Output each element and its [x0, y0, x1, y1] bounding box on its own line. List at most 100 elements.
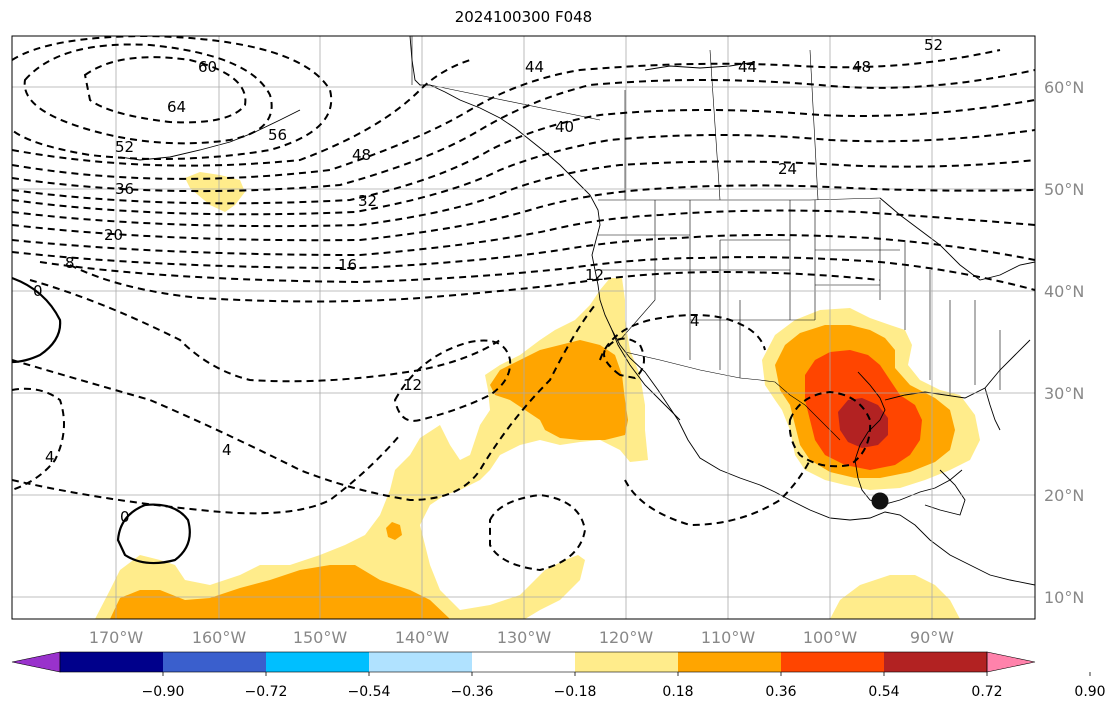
- state-lines-1: [619, 200, 816, 378]
- lon-labels: 170°W 160°W 150°W 140°W 130°W 120°W 110°…: [89, 628, 954, 647]
- colorbar-segment: [60, 652, 164, 672]
- shade-gulf-darkred: [838, 398, 888, 448]
- contour-label: 0: [120, 508, 130, 526]
- lon-label: 100°W: [803, 628, 858, 647]
- state-lines-3: [879, 200, 1001, 395]
- lat-label: 50°N: [1044, 180, 1084, 199]
- map-area: 60 64 56 52 48 44 40 52 48 44 36 32 24 2…: [12, 36, 1035, 619]
- contour-label: 4: [690, 312, 700, 330]
- contour-0-small: [116, 503, 191, 565]
- zero-contour-layer: [12, 276, 191, 565]
- lon-label: 110°W: [701, 628, 756, 647]
- colorbar-extend-low: [11, 651, 61, 673]
- contour-16: [39, 256, 1035, 291]
- baja-line: [611, 329, 681, 421]
- contour-0-upper: [12, 434, 401, 515]
- contour-44: [12, 69, 1035, 193]
- contour-8: [29, 279, 501, 383]
- shade-aleutian-yellow: [185, 172, 245, 212]
- lon-label: 150°W: [293, 628, 348, 647]
- contour-gulf: [624, 459, 811, 527]
- gulf-coast-line: [854, 371, 963, 506]
- lat-label: 30°N: [1044, 384, 1084, 403]
- canada-provinces: [429, 49, 819, 201]
- contour-20: [12, 234, 1035, 270]
- lat-labels: 60°N 50°N 40°N 30°N 20°N 10°N: [1044, 78, 1084, 607]
- contour-label: 56: [268, 126, 287, 144]
- alaska-line: [409, 36, 430, 86]
- contour-label: 20: [104, 226, 123, 244]
- contour-label: 52: [115, 138, 134, 156]
- lon-label: 120°W: [599, 628, 654, 647]
- colorbar-tick-label: 0.72: [971, 684, 1002, 700]
- florida-line: [984, 387, 1001, 431]
- contour-label: 0: [33, 282, 43, 300]
- colorbar-segment: [369, 652, 473, 672]
- contour-4: [12, 304, 596, 502]
- lat-label: 40°N: [1044, 282, 1084, 301]
- contour-28: [12, 184, 1035, 242]
- colorbar-segment: [884, 652, 988, 672]
- contour-low-pac: [489, 493, 587, 572]
- colorbar: −0.90 −0.72 −0.54 −0.36 −0.18 0.18 0.36 0.54 0.7…: [11, 651, 1105, 700]
- contour-label: 36: [115, 180, 134, 198]
- colorbar-tick-label: 0.90: [1074, 684, 1105, 700]
- state-lines-2: [598, 234, 900, 321]
- contour-label: 4: [45, 448, 55, 466]
- colorbar-tick-label: 0.36: [765, 684, 796, 700]
- shade-orange-blob: [386, 522, 402, 540]
- contour-label: 16: [338, 256, 357, 274]
- contour-label: 12: [403, 376, 422, 394]
- colorbar-outline: [59, 651, 988, 673]
- contour-label: 40: [555, 118, 574, 136]
- us-canada-border: [598, 197, 881, 201]
- colorbar-segment: [575, 652, 679, 672]
- contour-label: 48: [352, 146, 371, 164]
- colorbar-tick-label: −0.36: [451, 684, 494, 700]
- colorbar-segment: [472, 652, 576, 672]
- contour-label: 52: [924, 36, 943, 54]
- contour-12-mid: [393, 339, 512, 422]
- lon-label: 140°W: [395, 628, 450, 647]
- east-canada-line: [879, 197, 1035, 281]
- contour-label: 32: [358, 192, 377, 210]
- contour-label: 44: [738, 58, 757, 76]
- contour-60: [23, 43, 273, 145]
- contour-label: 12: [585, 266, 604, 284]
- contour-40: [12, 99, 1035, 205]
- contour-0-west: [12, 276, 62, 364]
- contour-32: [12, 159, 1035, 228]
- contour-label: 60: [198, 58, 217, 76]
- contour-64: [83, 56, 247, 124]
- contour-52: [12, 59, 471, 167]
- contour-label: 24: [778, 160, 797, 178]
- contour-label: 4: [222, 441, 232, 459]
- contour-label: 64: [167, 98, 186, 116]
- contour-gulf-ring: [788, 390, 872, 468]
- contour-label: 44: [525, 58, 544, 76]
- contour-layer: [12, 36, 1035, 572]
- gulf-coast-line-east: [884, 339, 1031, 401]
- colorbar-segment: [163, 652, 267, 672]
- lon-label: 170°W: [89, 628, 144, 647]
- colorbar-segment: [266, 652, 370, 672]
- yucatan-line: [924, 469, 966, 516]
- lon-label: 130°W: [497, 628, 552, 647]
- lon-label: 90°W: [910, 628, 954, 647]
- colorbar-tick-label: −0.90: [142, 684, 185, 700]
- map-title: 2024100300 F048: [454, 8, 593, 26]
- contour-label: 8: [65, 254, 75, 272]
- contour-label: 48: [852, 58, 871, 76]
- contour-24: [12, 209, 1035, 257]
- lon-label: 160°W: [192, 628, 247, 647]
- border-layer: [411, 36, 1001, 441]
- colorbar-tick-label: −0.72: [245, 684, 288, 700]
- contour-4b: [599, 314, 766, 361]
- colorbar-tick-label: −0.18: [554, 684, 597, 700]
- colorbar-segment: [781, 652, 885, 672]
- contour-4-west: [12, 387, 65, 491]
- colorbar-tick-label: −0.54: [348, 684, 391, 700]
- us-mexico-border: [624, 351, 841, 441]
- lat-label: 20°N: [1044, 486, 1084, 505]
